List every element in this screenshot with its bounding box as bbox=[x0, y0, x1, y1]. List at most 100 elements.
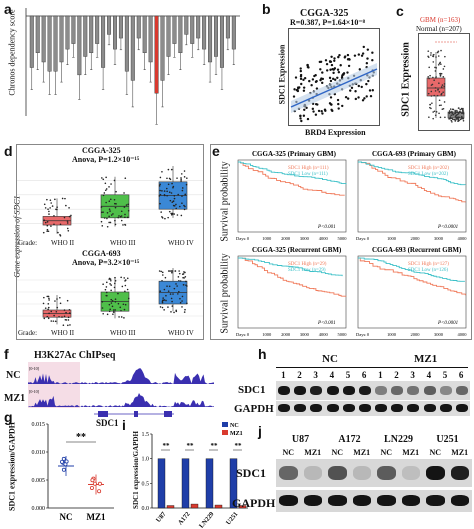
panel-c-point-gbm bbox=[427, 55, 429, 58]
panel-d-point bbox=[169, 199, 172, 202]
panel-d-point bbox=[168, 177, 171, 180]
panel-c-point-normal bbox=[454, 120, 457, 122]
panel-d-point bbox=[49, 207, 51, 209]
panel-i-bar bbox=[229, 458, 238, 509]
panel-d-point bbox=[186, 177, 188, 179]
panel-d-point bbox=[105, 188, 108, 190]
panel-d-point bbox=[186, 302, 188, 305]
panel-c-point-normal bbox=[458, 119, 460, 122]
panel-f-range: [0-10] bbox=[29, 389, 40, 394]
panel-c-point-gbm bbox=[444, 55, 446, 58]
panel-h-sdc1-band bbox=[439, 386, 452, 395]
panel-h-lane-label: 5 bbox=[442, 370, 448, 380]
panel-b-point bbox=[319, 60, 323, 63]
panel-c-point-gbm bbox=[432, 54, 435, 56]
panel-d-point bbox=[105, 286, 108, 288]
panel-h-group-mz1: MZ1 bbox=[414, 353, 438, 365]
panel-d-point bbox=[168, 191, 171, 194]
panel-b-point bbox=[357, 84, 360, 88]
panel-d-point bbox=[56, 306, 59, 309]
panel-a-bar bbox=[219, 15, 224, 68]
panel-d-point bbox=[165, 294, 167, 297]
panel-d-point bbox=[109, 283, 111, 285]
panel-d-point bbox=[47, 208, 49, 210]
panel-d-point bbox=[177, 276, 180, 278]
panel-g-category: NC bbox=[60, 512, 73, 522]
panel-e-curve-high bbox=[358, 161, 466, 203]
panel-d-point bbox=[106, 217, 108, 220]
panel-d-point bbox=[100, 211, 103, 214]
panel-d-point bbox=[173, 311, 175, 314]
panel-b-point bbox=[314, 113, 318, 116]
panel-a-bar bbox=[65, 15, 70, 50]
panel-d-point bbox=[50, 320, 53, 322]
panel-b-point bbox=[306, 65, 310, 69]
panel-d-point bbox=[120, 316, 123, 318]
panel-i-category: A172 bbox=[177, 511, 192, 527]
panel-a-bar bbox=[214, 15, 218, 57]
panel-d-point bbox=[117, 216, 120, 219]
panel-d-point bbox=[64, 197, 66, 200]
panel-j-cond-label: NC bbox=[331, 448, 344, 457]
panel-h-lane-label: 6 bbox=[458, 370, 464, 380]
panel-c-point-normal bbox=[462, 110, 464, 112]
panel-b-point bbox=[360, 54, 364, 57]
panel-d-point bbox=[66, 299, 69, 302]
panel-d-point bbox=[159, 176, 162, 179]
panel-b-point bbox=[310, 84, 313, 87]
panel-b-point bbox=[315, 80, 318, 83]
panel-b-point bbox=[321, 112, 324, 115]
panel-h-lane-label: 3 bbox=[410, 370, 415, 380]
panel-e-tick: 4000 bbox=[458, 236, 468, 241]
panel-j-row2: GAPDH bbox=[232, 496, 276, 510]
panel-e-tick: 0 bbox=[247, 332, 250, 337]
panel-d-point bbox=[67, 229, 70, 232]
panel-d-point bbox=[170, 192, 173, 194]
panel-c-point-gbm bbox=[427, 50, 430, 52]
panel-a-bar bbox=[208, 15, 213, 63]
panel-c-point-gbm bbox=[427, 76, 429, 78]
panel-d-point bbox=[110, 284, 113, 286]
panel-e-pvalue: P<0.001 bbox=[317, 321, 336, 326]
panel-d-point bbox=[50, 202, 53, 204]
panel-d-point bbox=[182, 283, 185, 286]
panel-c-point-gbm bbox=[442, 91, 444, 94]
panel-d-point bbox=[110, 214, 113, 216]
panel-d-point bbox=[106, 225, 109, 228]
panel-c-point-normal bbox=[457, 112, 460, 114]
panel-d-point bbox=[124, 224, 127, 226]
panel-d-point bbox=[124, 177, 127, 180]
panel-c-point-gbm bbox=[433, 110, 436, 113]
panel-d-point bbox=[169, 293, 172, 295]
panel-d-point bbox=[121, 285, 124, 288]
panel-h-label: h bbox=[258, 346, 267, 362]
panel-h-gapdh-band bbox=[310, 404, 323, 412]
panel-b-point bbox=[365, 95, 368, 98]
panel-d-point bbox=[167, 306, 169, 308]
panel-j-sdc1-band bbox=[328, 466, 347, 480]
panel-b-point bbox=[371, 51, 374, 54]
panel-c-point-gbm bbox=[430, 54, 432, 56]
panel-g-tick-label: 0.000 bbox=[32, 506, 46, 512]
panel-b-point bbox=[337, 55, 340, 59]
panel-b-point bbox=[315, 87, 319, 90]
panel-c-point-gbm bbox=[440, 104, 442, 106]
panel-d-point bbox=[165, 187, 168, 190]
panel-c-point-gbm bbox=[438, 91, 441, 93]
panel-b-point bbox=[357, 96, 360, 99]
panel-b-point bbox=[302, 78, 305, 82]
panel-e-legend-low: SDC1 Low (n=126) bbox=[408, 268, 448, 273]
panel-d-point bbox=[164, 276, 167, 279]
panel-a-bar bbox=[83, 15, 88, 57]
panel-b-point bbox=[363, 97, 366, 100]
panel-d-point bbox=[63, 309, 66, 311]
panel-b-point bbox=[314, 102, 318, 106]
panel-d-point bbox=[162, 299, 165, 301]
panel-c-point-gbm bbox=[440, 49, 442, 52]
panel-d-point bbox=[171, 201, 174, 203]
panel-j-blot-gapdh bbox=[276, 490, 472, 512]
panel-d-point bbox=[172, 204, 175, 207]
panel-c-point-gbm bbox=[433, 94, 436, 97]
panel-d-point bbox=[59, 223, 62, 226]
